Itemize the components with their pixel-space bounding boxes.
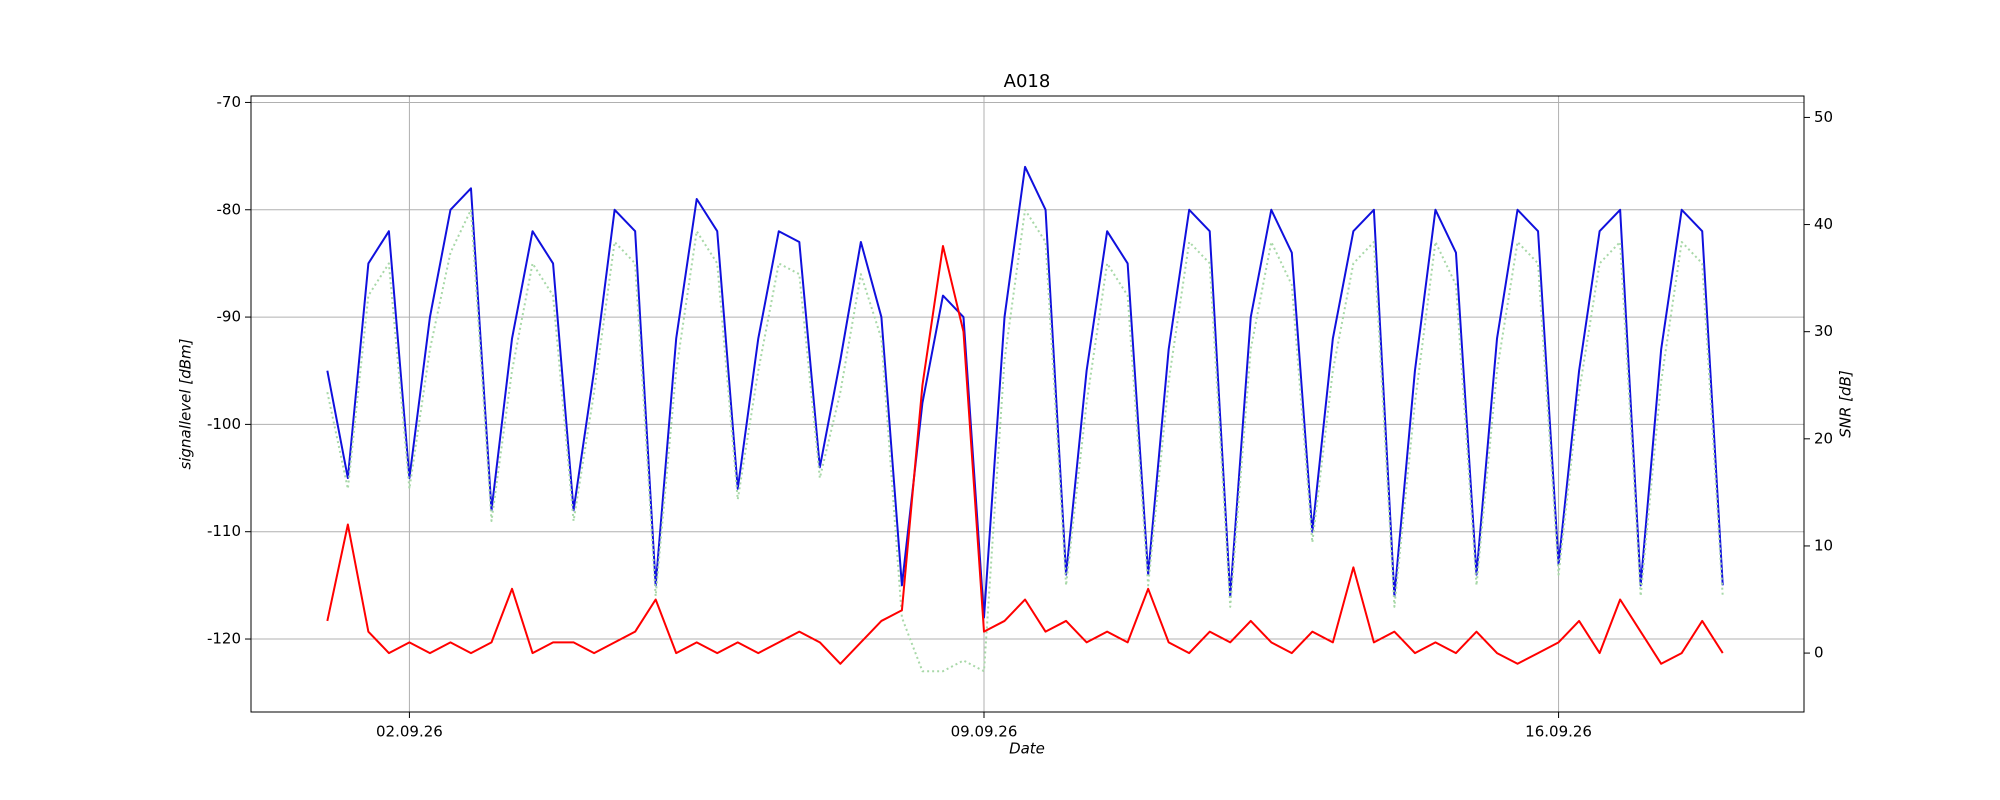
x-tick-label: 09.09.26 [951, 723, 1018, 741]
y-tick-label: -100 [207, 415, 241, 433]
y-tick-label: -110 [207, 522, 241, 540]
series-line [326, 208, 1724, 673]
y-tick-label: -90 [217, 308, 242, 326]
y-axis-label: signallevel [dBm] [177, 338, 195, 469]
y2-tick-label: 30 [1814, 322, 1833, 340]
y2-tick-label: 40 [1814, 215, 1833, 233]
y-tick-label: -120 [207, 630, 241, 648]
y-tick-label: -80 [217, 200, 242, 218]
y2-tick-label: 10 [1814, 536, 1833, 554]
y2-axis-label: SNR [dB] [1837, 370, 1855, 438]
x-tick-label: 02.09.26 [376, 723, 443, 741]
series-line [326, 165, 1724, 619]
y2-tick-label: 50 [1814, 108, 1833, 126]
y2-tick-label: 20 [1814, 429, 1833, 447]
plot-frame [250, 95, 1805, 713]
y2-tick-label: 0 [1814, 644, 1824, 662]
series-line [326, 244, 1724, 665]
x-tick-label: 16.09.26 [1525, 723, 1592, 741]
y-tick-label: -70 [217, 93, 242, 111]
chart-title: A018 [1004, 71, 1051, 92]
x-axis-label: Date [1009, 740, 1045, 758]
